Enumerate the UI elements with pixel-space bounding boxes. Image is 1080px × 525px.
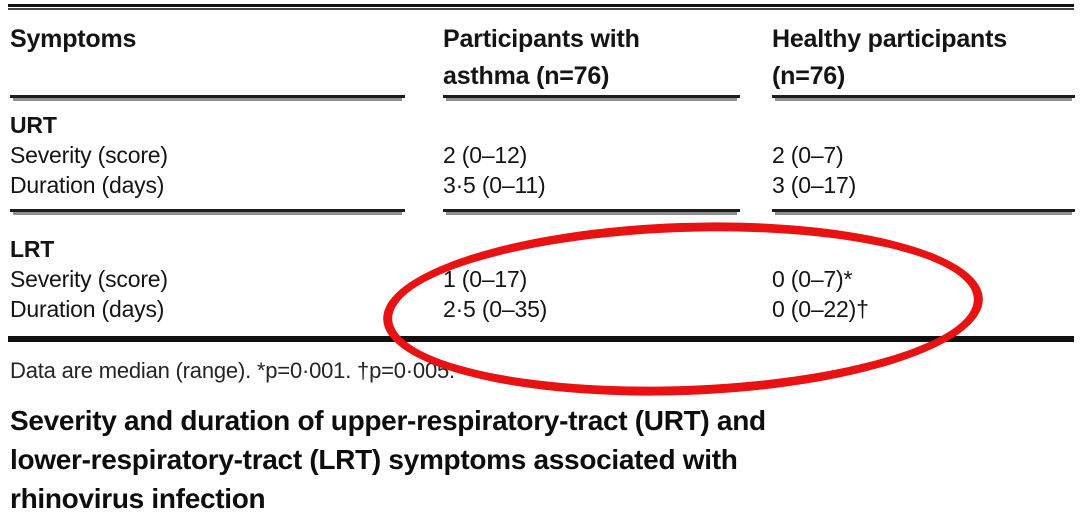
row-label-duration: Duration (days): [10, 296, 165, 322]
column-gap: [405, 212, 443, 336]
column-header-label: Symptoms: [10, 25, 137, 53]
row-label-severity: Severity (score): [10, 266, 168, 292]
rule-line: [8, 4, 1074, 7]
caption-line-3: rhinovirus infection: [10, 483, 266, 514]
column-header-label-spacer: [10, 58, 405, 95]
section-values-healthy: 0 (0–7)* 0 (0–22)†: [772, 212, 1075, 336]
value-spacer: [443, 234, 740, 264]
column-gap: [405, 98, 443, 212]
value-lrt-duration-healthy: 0 (0–22)†: [772, 296, 869, 322]
table-section-lrt: LRT Severity (score) Duration (days) 1 (…: [10, 212, 1075, 336]
value-urt-severity-asthma: 2 (0–12): [443, 142, 528, 168]
table-footnote: Data are median (range). *p=0·001. †p=0·…: [10, 358, 455, 383]
section-values-asthma: 2 (0–12) 3·5 (0–11): [443, 98, 740, 212]
section-values-asthma: 1 (0–17) 2·5 (0–35): [443, 212, 740, 336]
table-caption: Severity and duration of upper-respirato…: [10, 401, 1080, 518]
value-spacer: [772, 234, 1075, 264]
caption-line-1: Severity and duration of upper-respirato…: [10, 405, 766, 436]
value-spacer: [443, 110, 740, 140]
table-section-urt: URT Severity (score) Duration (days) 2 (…: [10, 98, 1075, 212]
table-bottom-rule: [8, 336, 1074, 342]
column-header-label: asthma (n=76): [443, 62, 610, 90]
value-spacer: [772, 110, 1075, 140]
rule-line: [8, 8, 1074, 10]
value-urt-duration-asthma: 3·5 (0–11): [443, 172, 546, 198]
column-header-asthma: Participants with asthma (n=76): [443, 10, 740, 98]
column-gap: [740, 10, 772, 98]
value-lrt-severity-asthma: 1 (0–17): [443, 266, 528, 292]
column-header-healthy: Healthy participants (n=76): [772, 10, 1075, 98]
column-gap: [740, 98, 772, 212]
caption-line-2: lower-respiratory-tract (LRT) symptoms a…: [10, 444, 738, 475]
value-urt-severity-healthy: 2 (0–7): [772, 142, 844, 168]
column-gap: [740, 212, 772, 336]
section-label: LRT: [10, 236, 55, 262]
section-labels-column: URT Severity (score) Duration (days): [10, 98, 405, 212]
column-gap: [405, 10, 443, 98]
column-header-label: Healthy participants: [772, 25, 1007, 53]
column-header-symptoms: Symptoms: [10, 10, 405, 98]
column-header-label: Participants with: [443, 25, 640, 53]
section-labels-column: LRT Severity (score) Duration (days): [10, 212, 405, 336]
row-label-severity: Severity (score): [10, 142, 168, 168]
value-lrt-duration-asthma: 2·5 (0–35): [443, 296, 548, 322]
section-label: URT: [10, 112, 57, 138]
section-values-healthy: 2 (0–7) 3 (0–17): [772, 98, 1075, 212]
row-label-duration: Duration (days): [10, 172, 165, 198]
table-top-rule: [8, 4, 1074, 10]
table-header-row: Symptoms Participants with asthma (n=76)…: [10, 10, 1075, 98]
column-header-label: (n=76): [772, 62, 846, 90]
value-urt-duration-healthy: 3 (0–17): [772, 172, 857, 198]
value-lrt-severity-healthy: 0 (0–7)*: [772, 266, 853, 292]
